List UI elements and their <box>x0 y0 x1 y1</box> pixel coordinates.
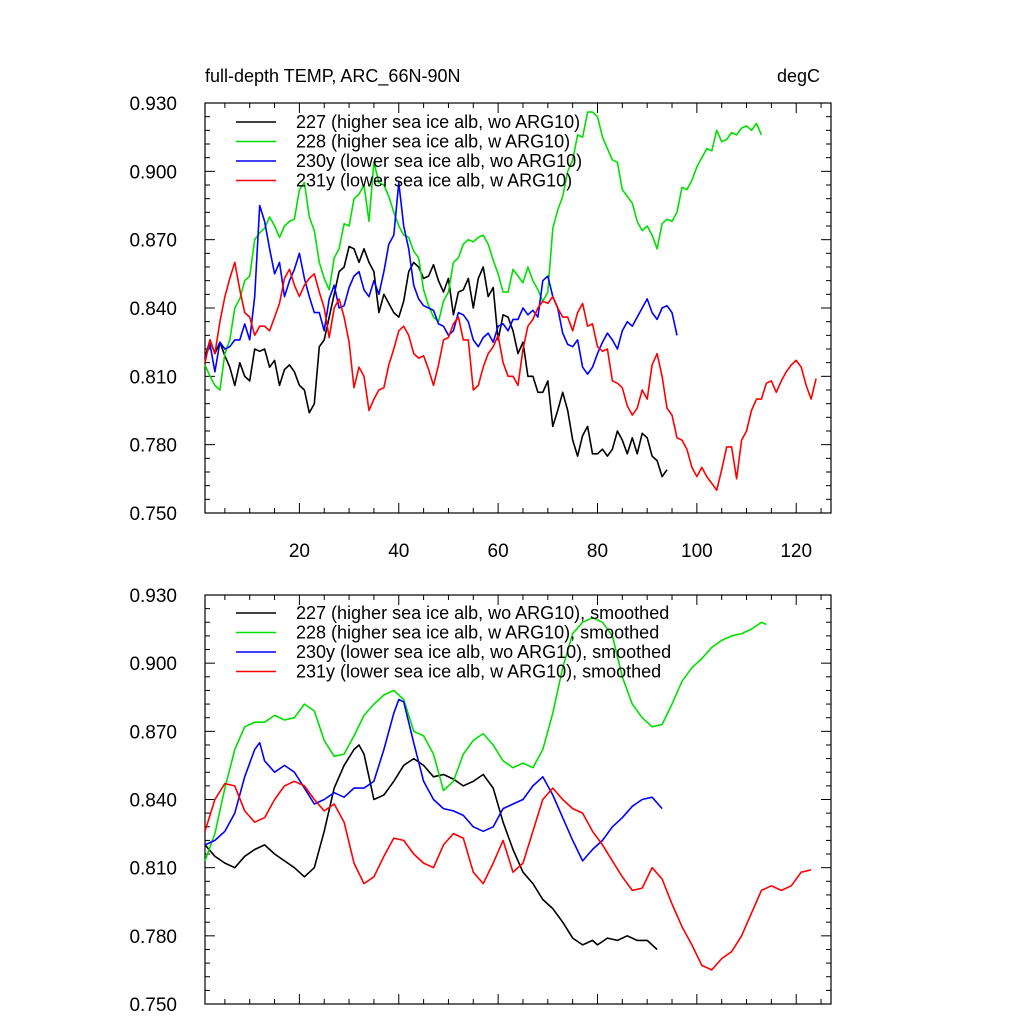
bottom-series-line-2 <box>204 616 767 862</box>
bottom-y-tick-label: 0.810 <box>129 859 177 880</box>
top-y-tick-label: 0.930 <box>129 94 177 115</box>
top-y-tick-label: 0.810 <box>129 367 177 388</box>
top-x-tick-label: 80 <box>587 541 608 562</box>
units-label: degC <box>777 66 820 86</box>
top-x-tick-label: 100 <box>681 541 713 562</box>
bottom-legend-label-4: 231y (lower sea ice alb, w ARG10), smoot… <box>296 662 661 682</box>
top-chart-panel: 0.750 0.780 0.810 0.840 0.870 0.900 0.930 20 40 6… <box>129 94 832 562</box>
top-series-line-1 <box>204 245 668 478</box>
bottom-y-tick-label: 0.870 <box>129 722 177 743</box>
bottom-y-tick-label: 0.840 <box>129 791 177 812</box>
chart-title: full-depth TEMP, ARC_66N-90N <box>205 66 460 87</box>
top-legend-label-3: 230y (lower sea ice alb, wo ARG10) <box>296 151 582 171</box>
bottom-legend-label-2: 228 (higher sea ice alb, w ARG10), smoot… <box>296 623 659 643</box>
bottom-series-line-1 <box>204 744 658 951</box>
top-legend-label-2: 228 (higher sea ice alb, w ARG10) <box>296 132 570 152</box>
bottom-series-line-3 <box>204 698 663 862</box>
top-y-tick-label: 0.750 <box>129 504 177 525</box>
bottom-series-line-4 <box>204 780 812 971</box>
top-series-line-3 <box>204 181 678 375</box>
top-series-line-4 <box>204 261 817 492</box>
bottom-legend-label-1: 227 (higher sea ice alb, wo ARG10), smoo… <box>296 603 669 623</box>
top-x-tick-label: 60 <box>488 541 509 562</box>
top-x-tick-label: 40 <box>388 541 409 562</box>
bottom-y-tick-label: 0.780 <box>129 927 177 948</box>
top-y-tick-label: 0.780 <box>129 436 177 457</box>
bottom-chart-panel: 0.750 0.780 0.810 0.840 0.870 0.900 0.930 227 (… <box>129 586 832 1016</box>
top-legend-label-1: 227 (higher sea ice alb, wo ARG10) <box>296 112 580 132</box>
top-x-tick-label: 20 <box>289 541 310 562</box>
top-y-tick-label: 0.840 <box>129 299 177 320</box>
top-legend-label-4: 231y (lower sea ice alb, w ARG10) <box>296 171 572 191</box>
top-y-tick-label: 0.870 <box>129 231 177 252</box>
top-x-tick-label: 120 <box>780 541 812 562</box>
bottom-y-tick-label: 0.750 <box>129 995 177 1016</box>
top-y-tick-label: 0.900 <box>129 162 177 183</box>
bottom-y-tick-label: 0.930 <box>129 586 177 607</box>
bottom-y-tick-label: 0.900 <box>129 654 177 675</box>
bottom-legend-label-3: 230y (lower sea ice alb, wo ARG10), smoo… <box>296 642 671 662</box>
top-series-line-2 <box>204 111 763 391</box>
